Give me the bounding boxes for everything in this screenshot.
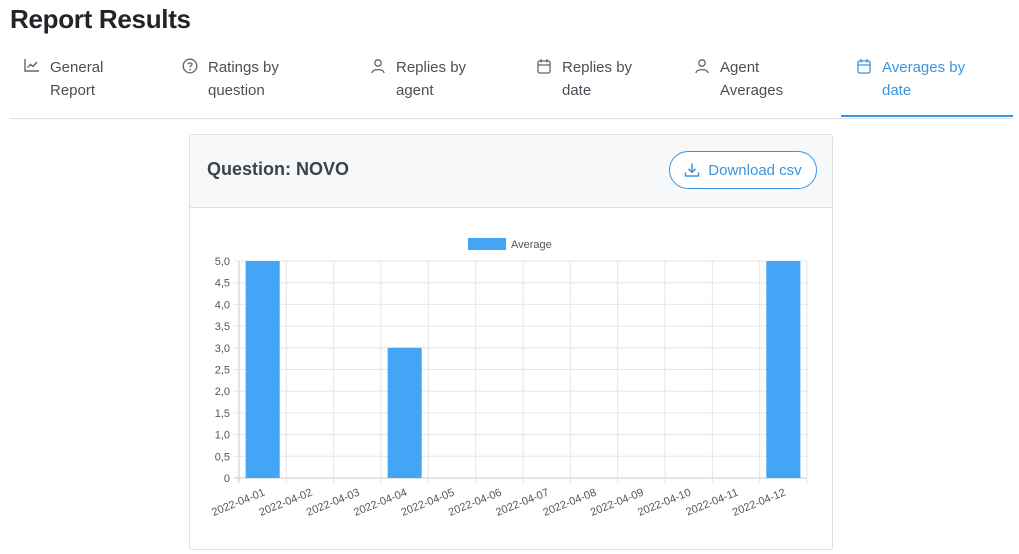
x-tick-label: 2022-04-08 (541, 487, 598, 519)
tab-label-line2: question (208, 82, 265, 99)
tab-label-line1: Ratings by (208, 59, 279, 76)
download-csv-label: Download csv (708, 161, 802, 179)
report-tabs: General Report Ratings by question Replies… (10, 48, 1013, 119)
page-title: Report Results (10, 4, 191, 34)
y-tick-label: 5,0 (215, 256, 230, 268)
tab-general-report[interactable]: General Report (22, 48, 162, 118)
bar-chart: 0 0,5 1,0 1,5 2,0 2,5 3,0 3,5 4,0 4,5 5,0 2022-04-… (210, 238, 808, 519)
user-icon (368, 58, 388, 74)
tab-label-line1: Replies by (396, 59, 467, 76)
bar (245, 261, 280, 478)
tab-ratings-by-question[interactable]: Ratings by question (180, 48, 350, 118)
y-tick-label: 1,5 (215, 408, 230, 420)
x-tick-label: 2022-04-05 (399, 487, 456, 519)
tab-label-line1: General (50, 59, 104, 76)
y-tick-label: 2,0 (215, 386, 230, 398)
y-tick-label: 0,5 (215, 451, 230, 463)
x-axis-ticks: 2022-04-012022-04-022022-04-032022-04-04… (210, 487, 787, 519)
x-tick-label: 2022-04-09 (589, 487, 646, 519)
download-csv-button[interactable]: Download csv (669, 151, 817, 189)
bar (766, 261, 801, 478)
question-title: Question: NOVO (207, 159, 350, 179)
y-tick-label: 2,5 (215, 365, 230, 377)
user-icon (692, 58, 712, 74)
question-card: Question: NOVO Download csv 0 0,5 1,0 1,5 2,… (189, 134, 833, 550)
legend-swatch (468, 238, 506, 250)
chart-bars (245, 261, 801, 478)
bar (387, 347, 422, 478)
tab-label-line2: Averages (720, 82, 784, 99)
y-tick-label: 3,5 (215, 321, 230, 333)
tab-label-line2: agent (396, 82, 434, 99)
chart-legend: Average (468, 238, 552, 251)
x-tick-label: 2022-04-10 (636, 487, 693, 519)
chart-line-icon (22, 58, 42, 72)
averages-chart: 0 0,5 1,0 1,5 2,0 2,5 3,0 3,5 4,0 4,5 5,0 2022-04-… (190, 208, 832, 548)
calendar-icon (534, 58, 554, 74)
x-tick-label: 2022-04-12 (731, 487, 788, 519)
tab-label-line1: Replies by (562, 59, 633, 76)
tab-label-line1: Averages by (882, 59, 966, 76)
tab-averages-by-date[interactable]: Averages by date (841, 48, 1013, 117)
y-tick-label: 0 (224, 473, 230, 485)
tab-label-line2: Report (50, 82, 96, 99)
question-circle-icon (180, 58, 200, 74)
x-tick-label: 2022-04-04 (352, 487, 409, 519)
x-tick-label: 2022-04-01 (210, 487, 267, 519)
tab-label-line2: date (882, 82, 912, 99)
tab-replies-by-date[interactable]: Replies by date (534, 48, 679, 118)
tab-agent-averages[interactable]: Agent Averages (692, 48, 832, 118)
calendar-icon (854, 58, 874, 74)
chart-grid (234, 260, 808, 483)
x-tick-label: 2022-04-11 (684, 487, 740, 519)
y-tick-label: 1,0 (215, 430, 230, 442)
y-axis-ticks: 0 0,5 1,0 1,5 2,0 2,5 3,0 3,5 4,0 4,5 5,0 (215, 256, 230, 485)
tab-replies-by-agent[interactable]: Replies by agent (368, 48, 518, 118)
card-header: Question: NOVO Download csv (190, 135, 832, 208)
y-tick-label: 4,5 (215, 278, 230, 290)
download-icon (684, 162, 700, 178)
y-tick-label: 3,0 (215, 343, 230, 355)
tab-label-line1: Agent (720, 59, 760, 76)
y-tick-label: 4,0 (215, 299, 230, 311)
x-tick-label: 2022-04-02 (257, 487, 314, 519)
legend-label: Average (511, 239, 552, 251)
x-tick-label: 2022-04-03 (305, 487, 362, 519)
x-tick-label: 2022-04-06 (447, 487, 504, 519)
tab-label-line2: date (562, 82, 592, 99)
x-tick-label: 2022-04-07 (494, 487, 551, 519)
